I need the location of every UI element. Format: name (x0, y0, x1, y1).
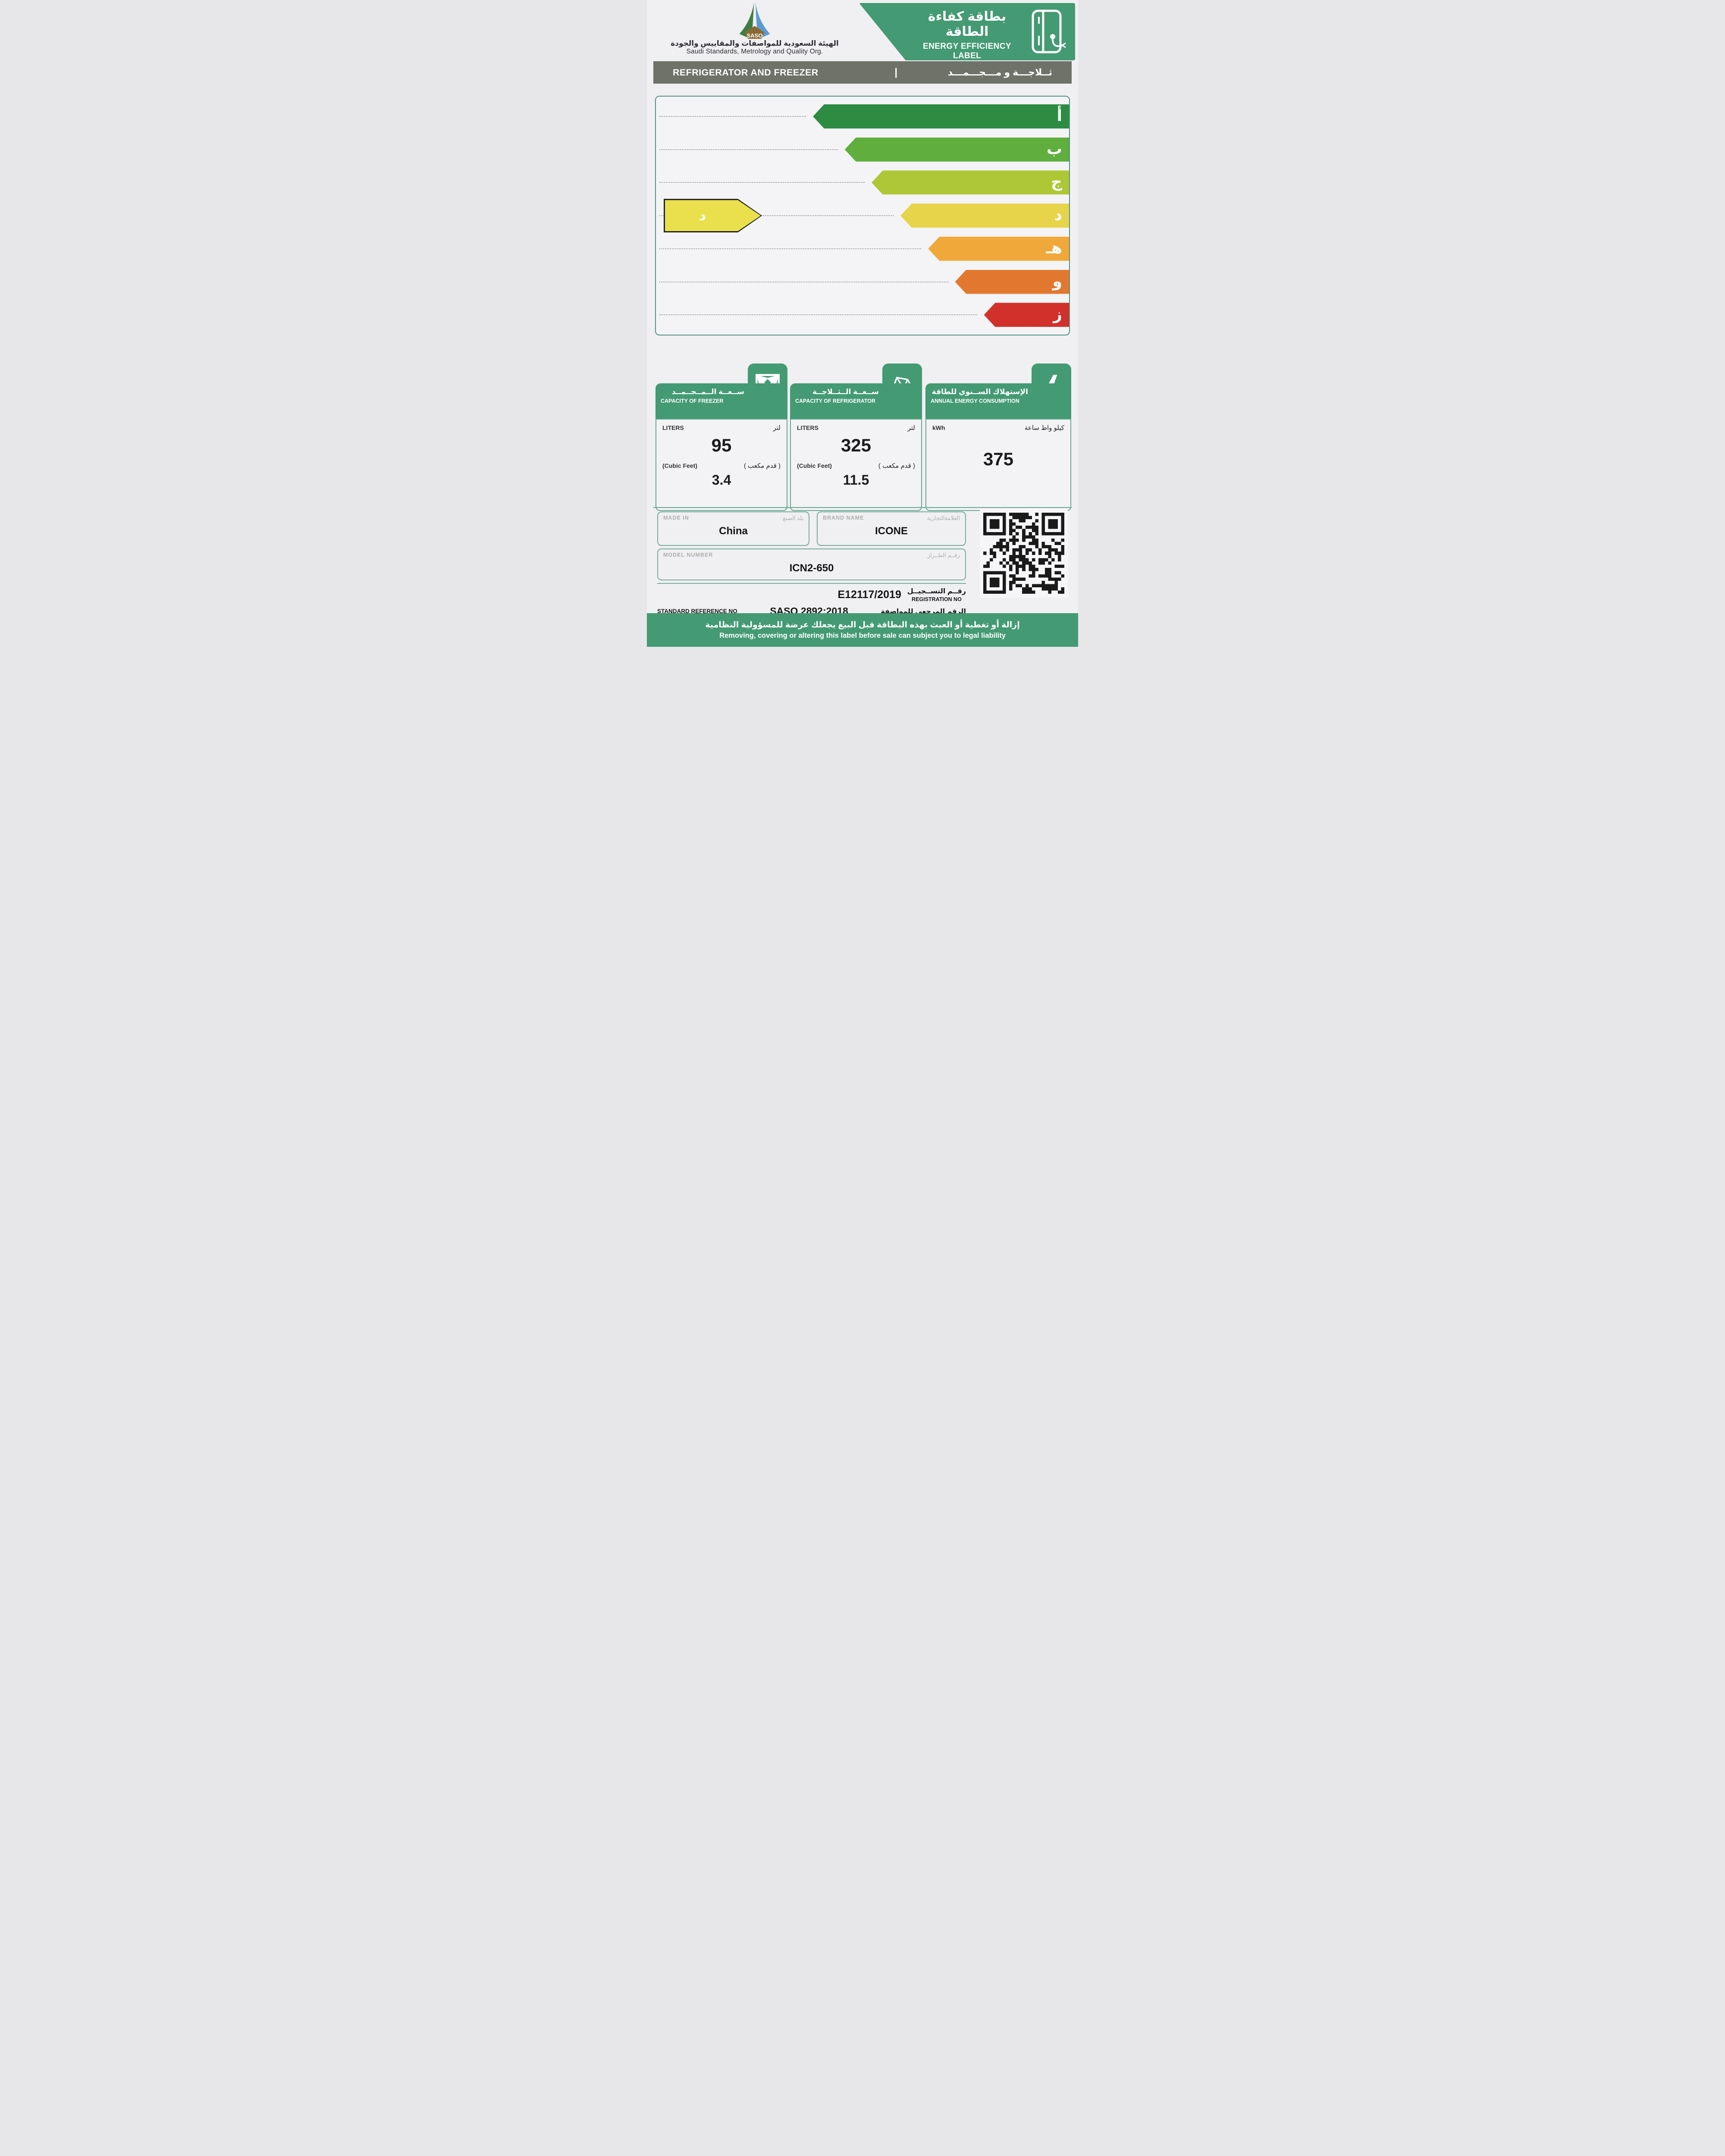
efficiency-grade-chart: أ ب ج د هـ و ز د (655, 96, 1070, 335)
refrigerator-title-arabic: ســعــة الــثــلاجــة (812, 388, 879, 396)
refrigerator-capacity-box: 1L ســعــة الــثــلاجــة CAPACITY OF REF… (790, 364, 922, 511)
registration-qr-code (980, 509, 1068, 598)
grade-row-1: أ (656, 104, 1069, 128)
refrigerator-box-body: LITERS لتر 325 (Cubic Feet) ( قدم مكعب )… (790, 419, 922, 511)
leader-dots (659, 215, 894, 216)
grade-arrow-5: هـ (928, 236, 1069, 261)
energy-title-english: ANNUAL ENERGY CONSUMPTION (931, 398, 1019, 404)
grade-letter: و (1052, 272, 1062, 290)
grade-letter: ب (1046, 140, 1062, 158)
annual-energy-box: الإستهلاك الســنوي للطاقة ANNUAL ENERGY … (925, 364, 1071, 511)
grade-letter: د (1054, 206, 1062, 224)
label-title-panel: بطاقة كفاءة الطاقة ENERGY EFFICIENCY LAB… (859, 3, 1075, 60)
rating-pointer-arrow: د (664, 199, 762, 232)
model-value: ICN2-650 (789, 562, 834, 574)
refrigerator-unit-english: LITERS (797, 424, 819, 431)
freezer-title-arabic: ســعــة الــمــجــمــد (671, 388, 744, 396)
freezer-title-english: CAPACITY OF FREEZER (661, 398, 724, 404)
rating-letter: د (699, 208, 706, 224)
saso-logo-icon: SASO (739, 2, 770, 39)
refrigerator-cubic-feet-value: 11.5 (843, 472, 869, 488)
energy-efficiency-label: SASO الهيئة السعودية للمواصفات والمقاييس… (647, 0, 1078, 647)
grade-arrow-7: ز (984, 303, 1069, 327)
freezer-box-header: ســعــة الــمــجــمــد CAPACITY OF FREEZ… (656, 383, 787, 419)
grade-row-2: ب (656, 137, 1069, 162)
freezer-liters-value: 95 (711, 435, 732, 455)
refrigerator-plug-icon (1032, 9, 1066, 53)
refrigerator-unit2-arabic: ( قدم مكعب ) (878, 462, 915, 470)
brand-label-english: BRAND NAME (823, 515, 864, 521)
model-label-english: MODEL NUMBER (663, 552, 713, 558)
leader-dots (659, 149, 838, 150)
grade-arrow-2: ب (844, 137, 1069, 162)
label-title-english: ENERGY EFFICIENCY LABEL (923, 42, 1011, 60)
grade-row-4: د (656, 204, 1069, 228)
grade-row-7: ز (656, 303, 1069, 327)
made-in-label-english: MADE IN (663, 515, 689, 521)
leader-dots (659, 116, 806, 117)
made-in-value: China (719, 525, 748, 537)
grade-letter: ز (1053, 305, 1062, 323)
grade-row-3: ج (656, 170, 1069, 195)
registration-row: E12117/2019 رقــم التســجيــل REGISTRATI… (657, 585, 966, 605)
freezer-unit-english: LITERS (662, 424, 684, 431)
grade-arrow-3: ج (872, 170, 1069, 195)
rating-pointer-fill (665, 200, 761, 231)
leader-dots (659, 314, 977, 316)
energy-unit-arabic: كيلو واط ساعة (1024, 424, 1064, 432)
refrigerator-box-header: ســعــة الــثــلاجــة CAPACITY OF REFRIG… (790, 383, 922, 419)
banner-divider: | (894, 66, 898, 78)
product-type-banner: REFRIGERATOR AND FREEZER | ثــلاجـــة و … (653, 61, 1072, 84)
energy-box-body: kWh كيلو واط ساعة 375 (925, 419, 1071, 511)
refrigerator-unit2-english: (Cubic Feet) (797, 462, 832, 469)
grade-row-5: هـ (656, 236, 1069, 261)
standard-label-english: STANDARD REFERENCE NO (657, 608, 737, 614)
leader-dots (659, 182, 865, 183)
refrigerator-liters-value: 325 (841, 435, 872, 455)
leader-dots (659, 248, 922, 249)
grade-row-6: و (656, 270, 1069, 294)
brand-value: ICONE (875, 525, 908, 537)
grade-arrow-1: أ (813, 104, 1069, 128)
registration-label-english: REGISTRATION NO (912, 596, 962, 602)
refrigerator-unit-arabic: لتر (907, 424, 915, 432)
freezer-unit-arabic: لتر (773, 424, 781, 432)
org-name-arabic: الهيئة السعودية للمواصفات والمقاييس والج… (671, 39, 839, 47)
grade-arrow-6: و (955, 270, 1069, 294)
label-title-arabic: بطاقة كفاءة الطاقة (928, 9, 1007, 39)
freezer-cubic-feet-value: 3.4 (712, 472, 731, 488)
freezer-unit2-arabic: ( قدم مكعب ) (743, 462, 781, 470)
svg-text:SASO: SASO (746, 32, 762, 39)
grade-letter: أ (1057, 107, 1062, 125)
model-label-arabic: رقــم الطــراز (927, 552, 960, 558)
warning-arabic: إزالة أو تغطية أو العبث بهذه البطاقة قبل… (705, 620, 1020, 630)
legal-warning-footer: إزالة أو تغطية أو العبث بهذه البطاقة قبل… (647, 613, 1078, 647)
energy-kwh-value: 375 (983, 449, 1014, 469)
freezer-box-body: LITERS لتر 95 (Cubic Feet) ( قدم مكعب ) … (656, 419, 787, 511)
org-header: SASO الهيئة السعودية للمواصفات والمقاييس… (651, 2, 858, 60)
model-underline (657, 583, 966, 584)
freezer-capacity-box: ســعــة الــمــجــمــد CAPACITY OF FREEZ… (656, 364, 787, 511)
grade-letter: ج (1051, 172, 1062, 191)
made-in-box: MADE IN بلد الصنع China (657, 511, 809, 546)
registration-label-arabic: رقــم التســجيــل (907, 588, 966, 595)
org-name-english: Saudi Standards, Metrology and Quality O… (686, 48, 823, 55)
grade-letter: هـ (1046, 239, 1062, 257)
registration-value: E12117/2019 (837, 588, 901, 601)
energy-title-arabic: الإستهلاك الســنوي للطاقة (932, 388, 1028, 396)
product-type-english: REFRIGERATOR AND FREEZER (673, 67, 819, 78)
warning-english: Removing, covering or altering this labe… (719, 632, 1006, 639)
freezer-unit2-english: (Cubic Feet) (662, 462, 697, 469)
energy-unit-english: kWh (932, 424, 945, 431)
product-type-arabic: ثــلاجـــة و مـــجـــمـــد (947, 67, 1052, 78)
refrigerator-title-english: CAPACITY OF REFRIGERATOR (795, 398, 875, 404)
brand-label-arabic: العلامةالتجارية (927, 515, 960, 521)
brand-name-box: BRAND NAME العلامةالتجارية ICONE (817, 511, 966, 546)
grade-arrow-4: د (900, 204, 1069, 228)
energy-box-header: الإستهلاك الســنوي للطاقة ANNUAL ENERGY … (925, 383, 1071, 419)
made-in-label-arabic: بلد الصنع (782, 515, 803, 521)
model-number-box: MODEL NUMBER رقــم الطــراز ICN2-650 (657, 548, 966, 580)
form-separator-line (653, 507, 1072, 508)
